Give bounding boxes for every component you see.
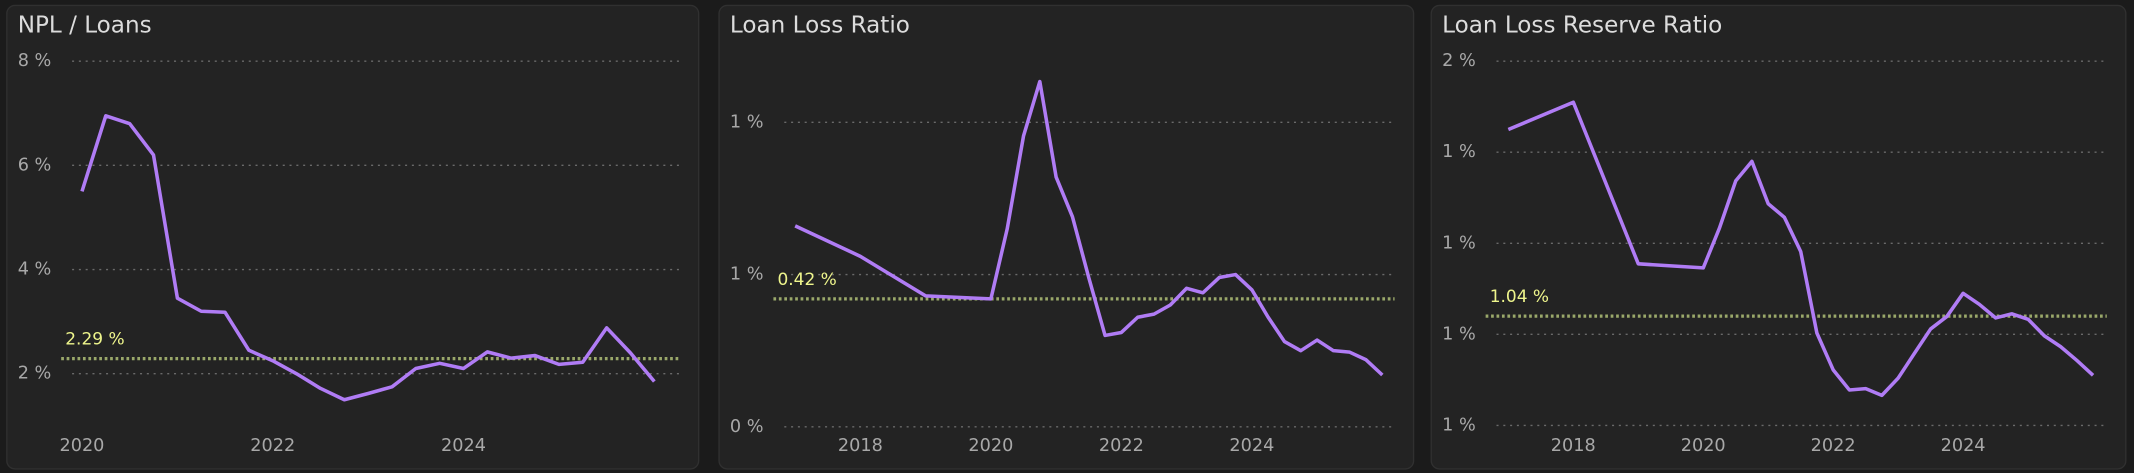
y-tick-label: 0 %	[730, 417, 764, 437]
x-tick-label: 2020	[1681, 436, 1726, 456]
y-tick-label: 1 %	[1442, 324, 1476, 344]
chart-title: NPL / Loans	[18, 12, 152, 38]
y-tick-label: 1 %	[730, 265, 764, 285]
data-line	[80, 114, 656, 402]
x-tick-label: 2022	[1811, 436, 1856, 456]
chart-title: Loan Loss Reserve Ratio	[1442, 12, 1722, 38]
chart-title: Loan Loss Ratio	[730, 12, 910, 38]
panel	[6, 4, 700, 470]
reference-label: 0.42 %	[777, 270, 836, 290]
panel	[1430, 4, 2127, 470]
reference-label: 2.29 %	[65, 330, 124, 350]
reference-label: 1.04 %	[1490, 287, 1549, 307]
y-tick-label: 1 %	[730, 112, 764, 132]
y-tick-label: 1 %	[1442, 415, 1476, 435]
x-tick-label: 2024	[1229, 436, 1274, 456]
data-line	[794, 79, 1384, 377]
y-tick-label: 1 %	[1442, 142, 1476, 162]
x-tick-label: 2022	[250, 436, 295, 456]
y-tick-label: 2 %	[1442, 51, 1476, 71]
y-tick-label: 2 %	[18, 364, 52, 384]
x-tick-label: 2024	[441, 436, 486, 456]
x-tick-label: 2018	[1551, 436, 1596, 456]
x-tick-label: 2018	[838, 436, 883, 456]
y-tick-label: 1 %	[1442, 233, 1476, 253]
y-tick-label: 8 %	[18, 51, 52, 71]
x-tick-label: 2024	[1941, 436, 1986, 456]
x-tick-label: 2022	[1099, 436, 1144, 456]
panel	[718, 4, 1415, 470]
data-line	[1507, 100, 2095, 398]
x-tick-label: 2020	[59, 436, 104, 456]
y-tick-label: 6 %	[18, 155, 52, 175]
y-tick-label: 4 %	[18, 260, 52, 280]
x-tick-label: 2020	[968, 436, 1013, 456]
